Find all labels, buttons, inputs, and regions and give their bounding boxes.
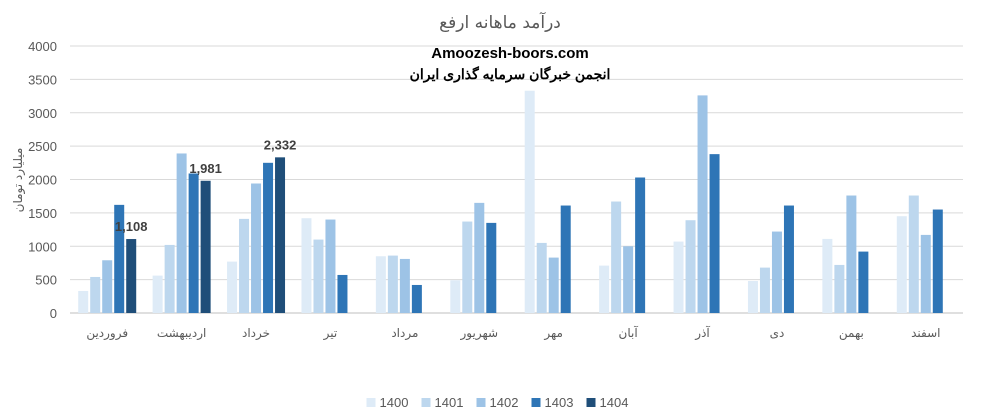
bar-1401-5 [387,255,398,313]
category-label: خرداد [242,326,270,341]
bar-1403-10 [783,205,794,313]
bar-1401-6 [462,221,473,313]
legend-swatch [476,398,486,407]
watermark-site: Amoozesh-boors.com [431,45,589,62]
bar-1402-10 [771,231,782,313]
bar-1403-3 [263,162,274,313]
bar-1403-2 [188,173,199,313]
bar-1400-10 [747,280,758,313]
bar-1402-2 [176,153,187,313]
legend-label: 1401 [435,395,464,410]
category-label: مرداد [391,326,418,341]
y-tick-labels: 0 500 1000 1500 2000 2500 3000 3500 4000 [28,39,57,321]
bar-1401-11 [834,264,845,313]
bar-1403-12 [932,209,943,313]
bar-1401-4 [313,239,324,313]
bar-1401-12 [908,195,919,313]
bar-1403-9 [709,154,720,313]
y-tick-label: 2000 [28,173,57,188]
legend: 1400 1401 1402 1403 1404 [366,395,629,410]
y-tick-label: 2500 [28,139,57,154]
y-tick-label: 1500 [28,206,57,221]
bar-1400-5 [375,256,386,313]
bar-1403-4 [337,274,348,313]
category-label: دی [770,326,785,340]
category-label: اردیبهشت [157,326,206,341]
bar-1402-6 [474,202,485,313]
bar-1401-3 [239,218,250,313]
bar-1402-9 [697,95,708,314]
watermark-association: انجمن خبرگان سرمایه گذاری ایران [410,66,611,83]
y-tick-label: 3500 [28,72,57,87]
bar-1402-11 [846,195,857,313]
category-label: آذر [694,325,710,341]
bar-1400-8 [599,265,610,313]
bar-1402-5 [399,258,410,313]
bar-1400-9 [673,241,684,313]
category-label: آبان [619,325,639,340]
category-labels: فروردین اردیبهشت خرداد تیر مرداد شهریور مهر آبا… [86,325,940,341]
bar-1404-1 [126,239,137,313]
bar-1400-4 [301,218,312,313]
bar-1402-4 [325,219,336,313]
bar-1400-7 [524,90,535,313]
bar-1400-11 [822,238,833,313]
legend-swatch [586,398,596,407]
bar-1402-12 [920,234,931,313]
bar-1402-8 [623,246,634,313]
bar-1400-1 [78,290,89,313]
y-tick-label: 1000 [28,239,57,254]
legend-swatch [421,398,431,407]
y-tick-label: 4000 [28,39,57,54]
category-label: اسفند [911,326,940,340]
bar-1401-9 [685,220,696,313]
bar-1403-5 [411,284,422,313]
bar-1403-11 [858,251,869,313]
bar-1404-3 [275,157,286,313]
bar-1400-2 [152,275,163,313]
bar-1401-1 [90,276,101,313]
gridlines [70,45,963,314]
bar-1403-7 [560,205,571,313]
bar-1404-2 [200,180,211,313]
y-tick-label: 500 [35,273,57,288]
category-label: شهریور [460,326,499,341]
y-tick-label: 0 [50,306,57,321]
category-label: مهر [543,326,563,341]
bar-1402-1 [102,260,113,313]
bar-1400-3 [227,261,238,313]
bars [78,90,943,314]
legend-label: 1402 [490,395,519,410]
bar-1403-6 [486,222,497,313]
data-label: 2,332 [264,137,297,152]
chart-title: درآمد ماهانه ارفع [439,11,561,33]
bar-1402-7 [548,257,559,313]
legend-swatch [531,398,541,407]
bar-1400-12 [896,216,907,313]
bar-1402-3 [251,183,262,313]
bar-1403-8 [635,177,646,313]
y-tick-label: 3000 [28,106,57,121]
bar-1401-10 [759,267,770,313]
category-label: فروردین [86,326,128,341]
data-label: 1,981 [189,161,222,176]
bar-1403-1 [114,204,125,313]
legend-label: 1404 [600,395,629,410]
bar-1401-8 [611,201,622,313]
bar-1401-2 [164,244,175,313]
bar-1401-7 [536,242,547,313]
bar-1400-6 [450,280,461,313]
legend-label: 1403 [545,395,574,410]
category-label: بهمن [839,326,864,341]
category-label: تیر [323,326,338,341]
data-label: 1,108 [115,219,148,234]
data-labels: 1,108 1,981 2,332 [115,137,296,234]
legend-swatch [366,398,376,407]
y-axis-label: میلیارد تومان [11,148,26,213]
legend-label: 1400 [380,395,409,410]
